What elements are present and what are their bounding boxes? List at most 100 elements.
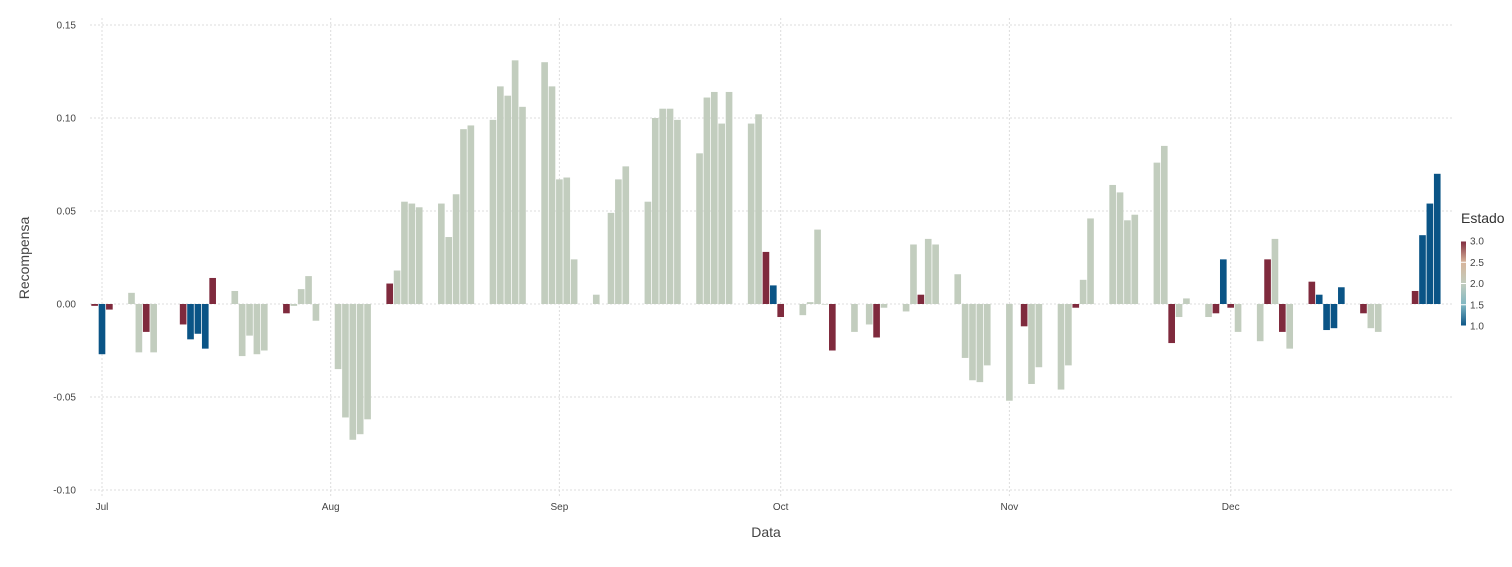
bar: [1087, 218, 1094, 304]
y-tick-label: 0.15: [57, 21, 77, 32]
bar: [386, 283, 394, 304]
legend-ticks: 3.0 2.5 2.0 1.5 1.0: [1461, 237, 1484, 333]
bar: [932, 244, 939, 304]
bar: [1315, 294, 1323, 304]
bar: [806, 302, 814, 304]
bar: [1065, 304, 1072, 366]
bar: [1367, 304, 1375, 329]
bar: [1338, 287, 1345, 304]
bar: [1183, 298, 1190, 304]
bar: [393, 270, 401, 304]
bar: [1131, 214, 1139, 304]
x-tick-label: Dec: [1222, 502, 1240, 513]
x-tick-label: Sep: [550, 502, 568, 513]
bar: [1035, 304, 1043, 368]
bar: [1264, 259, 1271, 304]
bar: [1175, 304, 1183, 318]
bar: [460, 129, 467, 304]
bar: [511, 60, 519, 305]
bar: [305, 276, 312, 304]
bar: [238, 304, 246, 357]
bar: [1426, 203, 1434, 304]
bar: [98, 304, 106, 355]
bar: [1411, 290, 1419, 304]
x-tick-label: Oct: [773, 502, 789, 513]
bar: [829, 304, 836, 351]
bar: [1286, 304, 1294, 349]
bar: [1160, 145, 1168, 304]
x-axis-ticks: Jul Aug Sep Oct Nov Dec: [96, 502, 1240, 513]
x-tick-label: Aug: [322, 502, 340, 513]
bar: [983, 304, 991, 366]
bar: [1433, 173, 1441, 304]
x-axis-title: Data: [751, 524, 781, 540]
bar: [1323, 304, 1330, 331]
bar: [1279, 304, 1286, 332]
bar: [607, 212, 615, 304]
bar: [969, 304, 976, 381]
x-tick-label: Jul: [96, 502, 109, 513]
bar: [556, 179, 563, 304]
bar: [283, 304, 290, 314]
bar: [1109, 184, 1116, 304]
bar: [725, 91, 733, 305]
bar: [260, 304, 268, 351]
y-tick-label: 0.10: [57, 114, 77, 125]
bar: [91, 304, 98, 306]
legend-title: Estado: [1461, 210, 1505, 226]
bar: [747, 123, 755, 304]
bar: [917, 294, 925, 304]
bar: [814, 229, 821, 304]
bar: [297, 289, 305, 304]
bar: [415, 207, 423, 304]
bar: [201, 304, 209, 349]
bar: [342, 304, 349, 418]
bar: [135, 304, 143, 353]
bar: [718, 123, 725, 304]
bar: [150, 304, 157, 353]
bar: [142, 304, 150, 332]
bar: [1374, 304, 1382, 332]
y-axis-title: Recompensa: [16, 217, 32, 300]
bar: [1168, 304, 1175, 344]
bar: [592, 294, 600, 304]
bar: [452, 194, 460, 304]
bar: [438, 203, 445, 304]
bar: [851, 304, 858, 332]
bar: [615, 179, 622, 304]
bar: [622, 166, 630, 304]
bar: [401, 201, 408, 304]
bar: [246, 304, 253, 336]
y-tick-label: -0.05: [53, 393, 76, 404]
bar: [504, 95, 512, 305]
bar: [408, 203, 416, 304]
bar: [467, 125, 475, 304]
bar: [106, 304, 113, 310]
bar: [290, 304, 298, 306]
bar: [489, 119, 497, 304]
bar: [777, 304, 785, 318]
bar: [548, 86, 556, 304]
bar: [364, 304, 371, 420]
bar: [1072, 304, 1080, 308]
legend-tick-label: 2.0: [1470, 279, 1484, 290]
bar: [821, 304, 829, 305]
bar: [563, 177, 571, 304]
bar: [1256, 304, 1264, 342]
bar: [976, 304, 984, 383]
bar: [209, 277, 216, 304]
bar: [253, 304, 261, 355]
bar: [445, 237, 453, 304]
bar: [799, 304, 807, 316]
bar: [1330, 304, 1338, 329]
legend-tick-label: 1.5: [1470, 300, 1484, 311]
bar: [710, 91, 718, 305]
bar: [570, 259, 578, 304]
bar: [954, 274, 962, 304]
bar: [1212, 304, 1220, 314]
bar: [659, 108, 666, 304]
bar: [1234, 304, 1242, 332]
bar: [1116, 192, 1124, 304]
bar: [666, 108, 674, 304]
bar: [696, 153, 703, 304]
